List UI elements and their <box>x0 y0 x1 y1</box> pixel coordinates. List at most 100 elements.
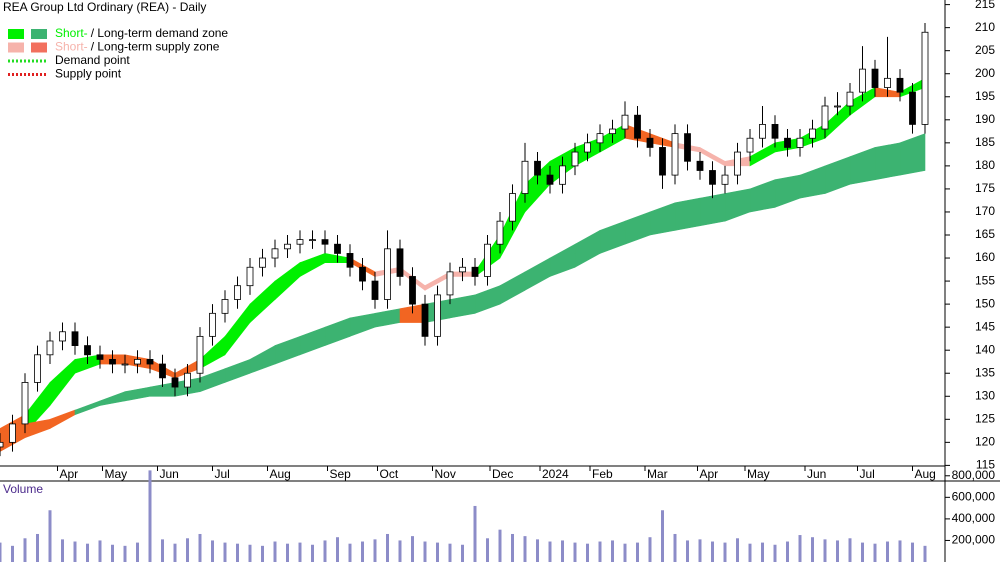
volume-bar <box>773 544 777 562</box>
volume-bar <box>148 470 152 562</box>
candle-body <box>734 151 741 176</box>
volume-bar <box>736 538 739 562</box>
candle-body <box>59 331 66 342</box>
candle-body <box>396 248 404 277</box>
candle-body <box>121 363 129 366</box>
legend-label: Short- / Long-term demand zone <box>55 26 228 40</box>
candle-body <box>484 243 491 277</box>
volume-bar <box>911 542 914 562</box>
candle-body <box>446 271 454 296</box>
volume-bar <box>73 541 77 562</box>
candle-body <box>259 257 266 268</box>
volume-bar <box>123 545 127 562</box>
volume-bar <box>261 545 264 562</box>
volume-bar <box>898 540 902 562</box>
volume-bar <box>598 541 602 562</box>
zone-segment <box>874 142 901 181</box>
volume-bar <box>798 535 802 562</box>
candle-body <box>896 77 904 93</box>
volume-bar <box>523 536 527 562</box>
x-tick-label: Jul <box>860 467 875 481</box>
volume-bar <box>698 539 702 562</box>
candle-body <box>546 174 554 185</box>
volume-bar <box>861 542 864 562</box>
volume-bar <box>448 543 452 562</box>
volume-bar <box>511 533 514 562</box>
volume-bar <box>536 539 539 562</box>
y-tick-label: 145 <box>975 319 995 333</box>
x-tick-label: Aug <box>915 467 936 481</box>
volume-bar <box>836 540 839 562</box>
candle-body <box>696 160 704 171</box>
candle-body <box>521 160 529 194</box>
zone-segment <box>674 197 701 231</box>
x-tick-label: Feb <box>592 467 613 481</box>
candle-body <box>534 160 541 176</box>
x-tick-label: Mar <box>647 467 668 481</box>
candle-body <box>96 354 104 360</box>
volume-bar <box>473 505 477 562</box>
volume-bar <box>136 542 139 562</box>
volume-bar <box>623 543 627 562</box>
volume-bar <box>586 543 589 562</box>
volume-bar <box>436 542 439 562</box>
y-tick-label: 175 <box>975 181 995 195</box>
x-tick-label: Oct <box>380 467 399 481</box>
volume-bar <box>236 543 239 562</box>
candle-body <box>796 137 804 148</box>
volume-bar <box>548 541 552 562</box>
legend-swatch <box>31 29 47 39</box>
y-tick-label: 195 <box>975 89 995 103</box>
volume-bar <box>248 544 252 562</box>
volume-bar <box>23 538 27 562</box>
candle-body <box>371 280 379 300</box>
candle-body <box>646 137 654 148</box>
volume-bar <box>386 533 389 562</box>
volume-bar <box>461 544 464 562</box>
y-tick-label: 135 <box>975 365 995 379</box>
candle-body <box>496 220 504 245</box>
zone-segment <box>899 133 926 176</box>
candle-body <box>384 248 391 300</box>
volume-bar <box>98 540 102 562</box>
volume-bar <box>348 543 352 562</box>
candle-body <box>146 359 154 365</box>
candle-body <box>196 335 204 374</box>
candle-body <box>771 124 779 139</box>
volume-bar <box>298 542 302 562</box>
volume-bar <box>561 540 564 562</box>
volume-bar <box>673 533 677 562</box>
candle-body <box>621 114 629 130</box>
candle-body <box>921 31 929 125</box>
candle-body <box>684 133 691 162</box>
candle-body <box>321 239 329 245</box>
candle-body <box>584 142 591 153</box>
y-tick-label: 120 <box>975 435 995 449</box>
candle-body <box>434 294 441 337</box>
x-tick-label: Sep <box>330 467 352 481</box>
volume-bar <box>723 542 727 562</box>
x-tick-label: Jun <box>807 467 826 481</box>
candle-body <box>659 147 666 176</box>
y-tick-label: 210 <box>975 20 995 34</box>
candle-body <box>34 354 41 383</box>
volume-bar <box>323 540 327 562</box>
x-tick-label: May <box>747 467 770 481</box>
candle-body <box>21 382 29 425</box>
candle-body <box>559 165 566 185</box>
volume-bar <box>61 539 64 562</box>
candle-body <box>284 243 291 250</box>
x-tick-label: Apr <box>60 467 79 481</box>
volume-bar <box>286 543 289 562</box>
x-tick-label: Aug <box>270 467 291 481</box>
candle-body <box>9 423 16 443</box>
y-tick-label: 115 <box>976 458 995 472</box>
y-tick-label: 155 <box>975 273 995 287</box>
volume-y-tick-label: 800,000 <box>952 468 996 482</box>
volume-bar <box>223 542 227 562</box>
candle-body <box>834 105 841 108</box>
legend-label: Supply point <box>55 67 122 81</box>
volume-bar <box>761 542 764 562</box>
volume-bar <box>873 543 877 562</box>
